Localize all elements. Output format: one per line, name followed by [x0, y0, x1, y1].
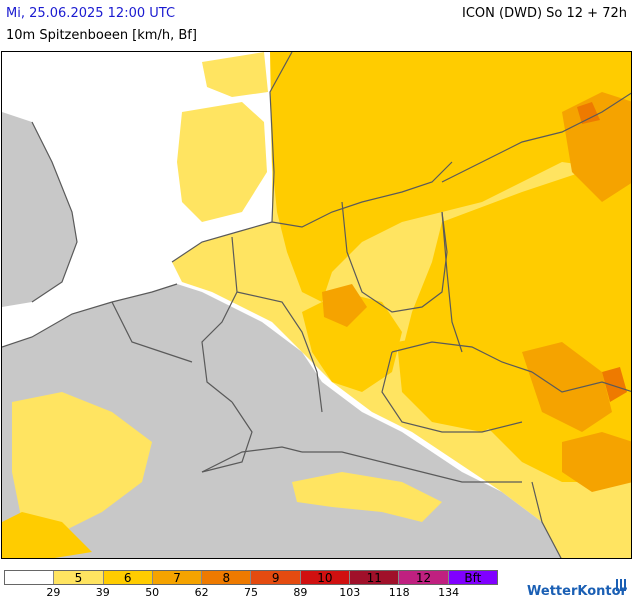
legend-cell: 9: [251, 571, 301, 585]
north-sea-gusts: [177, 102, 267, 222]
land-france-yellow: [12, 392, 152, 532]
wind-gust-map: [1, 51, 632, 559]
legend-cell: 6: [103, 571, 153, 585]
legend-kmh-ticks: 29 39 50 62 75 89 103 118 134: [4, 586, 498, 600]
legend-cell: 7: [152, 571, 203, 585]
legend-kmh-tick: 134: [438, 586, 460, 599]
legend-kmh-tick: 50: [145, 586, 160, 599]
parameter-label: 10m Spitzenboeen [km/h, Bf]: [6, 28, 197, 43]
model-run-label: ICON (DWD) So 12 + 72h: [462, 6, 627, 21]
legend-cell: 10: [300, 571, 351, 585]
land-bf6-bohemia: [397, 332, 532, 432]
legend-cell: Bft: [448, 571, 497, 585]
land-bf8-spot-1: [602, 367, 627, 402]
land-england-calm: [2, 112, 77, 307]
legend-cell: [5, 571, 55, 584]
brand-name: WetterKontor: [527, 584, 627, 599]
legend-kmh-tick: 103: [339, 586, 361, 599]
legend-kmh-tick: 39: [95, 586, 110, 599]
legend-kmh-tick: 62: [194, 586, 209, 599]
legend-kmh-tick: 75: [244, 586, 258, 599]
wetterkontor-logo-icon: [616, 579, 626, 591]
legend-cell: 11: [350, 571, 400, 585]
land-bf7-east-2: [522, 342, 612, 432]
land-bf8-spot-2: [577, 102, 600, 124]
legend-kmh-tick: 89: [293, 586, 308, 599]
land-bf7-south: [562, 432, 631, 492]
land-west-calm: [2, 284, 561, 558]
border-lines: [2, 52, 631, 558]
legend-kmh-tick: 29: [46, 586, 61, 599]
land-bf7-center: [322, 284, 367, 327]
north-sea-gusts-2: [202, 52, 268, 97]
legend-cell: 8: [202, 571, 252, 585]
land-alps-yellow: [292, 472, 442, 522]
land-bf7-east-1: [562, 92, 631, 202]
land-sw-orange: [2, 512, 92, 558]
valid-time-label: Mi, 25.06.2025 12:00 UTC: [6, 6, 176, 21]
legend-kmh-tick: 118: [388, 586, 410, 599]
legend-cell: 5: [54, 571, 104, 585]
land-bf6-north: [270, 52, 631, 302]
legend-bar: 5 6 7 8 9 10 11 12 Bft: [4, 570, 498, 585]
legend-cell: 12: [399, 571, 449, 585]
